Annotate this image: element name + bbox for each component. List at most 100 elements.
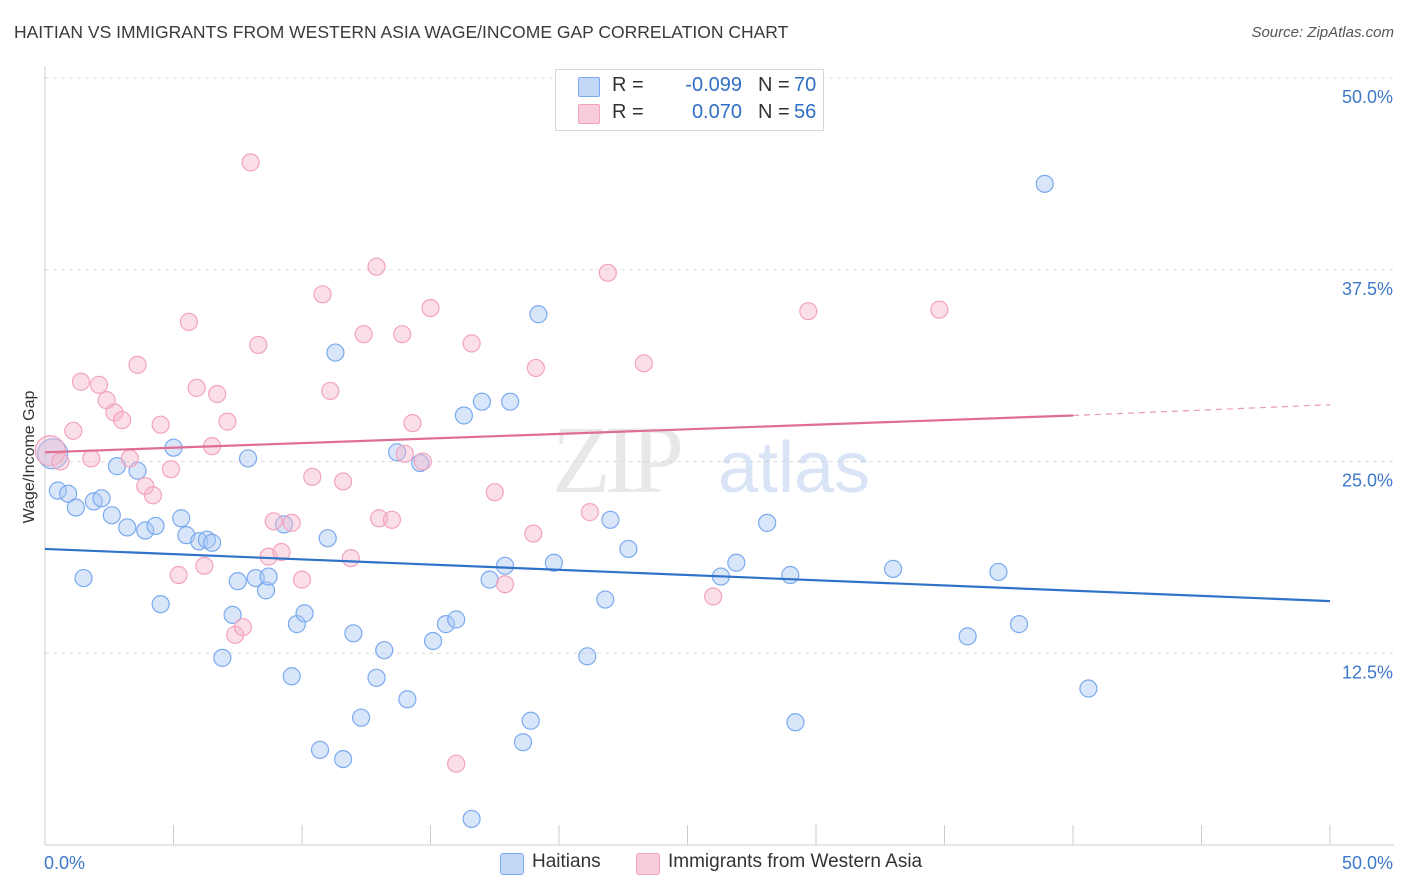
haitians-point — [48, 481, 67, 500]
haitians-point — [136, 521, 155, 540]
y-tick-label: 12.5% — [1342, 662, 1393, 682]
western-asia-point — [169, 565, 188, 585]
haitians-point — [326, 343, 345, 362]
haitians-point — [786, 713, 805, 732]
western-asia-point — [313, 285, 332, 304]
haitians-point — [398, 690, 417, 709]
western-asia-point — [282, 513, 301, 532]
western-asia-point — [195, 556, 214, 575]
haitians-point — [758, 513, 777, 532]
western-asia-point — [71, 372, 91, 391]
haitians-point — [172, 509, 191, 528]
r-label: R = — [612, 101, 644, 123]
haitians-point — [66, 498, 85, 517]
western-asia-legend-swatch — [636, 853, 660, 875]
haitians-point — [958, 627, 977, 646]
haitians-point — [447, 610, 466, 629]
western-asia-point — [292, 570, 312, 589]
western-asia-point — [82, 449, 101, 468]
haitians-point — [102, 506, 121, 525]
n-label: N = — [758, 101, 790, 123]
trend-lines — [44, 404, 1331, 603]
haitians-point — [375, 641, 394, 660]
western-asia-point — [799, 302, 818, 321]
haitians-point — [59, 484, 78, 503]
axes — [44, 66, 1394, 846]
watermark-atlas: atlas — [718, 428, 870, 508]
haitians-point — [282, 667, 301, 686]
western-asia-point — [303, 467, 322, 486]
western-asia-point — [334, 472, 353, 491]
western-asia-point — [495, 575, 515, 594]
western-asia-point — [120, 449, 139, 468]
haitians-point — [423, 631, 443, 651]
haitians-point — [318, 529, 337, 548]
haitians-point — [578, 647, 597, 666]
haitians-point — [480, 570, 499, 589]
chart-title: HAITIAN VS IMMIGRANTS FROM WESTERN ASIA … — [14, 22, 789, 42]
western-asia-point — [367, 257, 386, 276]
haitians-point — [151, 595, 170, 614]
western-asia-point — [930, 300, 949, 319]
x-tick-label: 50.0% — [1342, 853, 1393, 873]
western-asia-point — [354, 325, 373, 344]
watermark: ZIP atlas — [552, 406, 870, 513]
haitians-point — [259, 567, 278, 586]
haitians-point — [596, 590, 615, 609]
haitians-point — [495, 556, 515, 575]
haitians-point — [462, 809, 481, 829]
western-asia-point — [321, 381, 340, 401]
y-tick-label: 25.0% — [1342, 471, 1393, 491]
n-value: 70 — [794, 74, 817, 96]
x-tick-label: 0.0% — [44, 853, 85, 873]
tick-labels: 12.5% 25.0% 37.5% 50.0% 0.0% 50.0% — [44, 87, 1393, 873]
western-asia-point — [421, 299, 440, 318]
western-asia-point — [462, 334, 481, 353]
haitians-point — [387, 443, 407, 462]
western-asia-point — [580, 503, 599, 522]
haitians-point — [619, 539, 638, 559]
western-asia-point — [226, 625, 245, 644]
western-asia-point — [526, 358, 545, 378]
source-label: Source: ZipAtlas.com — [1251, 24, 1394, 41]
haitians-point — [727, 553, 746, 572]
western-asia-point — [51, 452, 70, 471]
haitians-point — [197, 530, 217, 549]
western-asia-points — [34, 153, 949, 773]
haitians-point — [118, 518, 137, 537]
western-asia-point — [143, 486, 163, 505]
western-asia-point — [524, 524, 543, 543]
haitians-point — [521, 711, 540, 730]
western-asia-point — [89, 375, 109, 394]
haitians-swatch — [578, 77, 600, 97]
western-asia-point — [341, 549, 360, 568]
n-value: 56 — [794, 101, 817, 123]
watermark-zip: ZIP — [552, 406, 681, 513]
western-asia-point — [179, 312, 199, 332]
haitians-point — [513, 733, 533, 752]
haitians-point — [256, 581, 276, 600]
y-tick-label: 50.0% — [1342, 87, 1393, 107]
western-asia-point — [413, 452, 432, 471]
western-asia-point — [218, 412, 237, 431]
correlation-legend: R = -0.099 N = 70 R = 0.070 N = 56 — [555, 69, 824, 131]
haitians-point — [436, 615, 456, 634]
n-label: N = — [758, 74, 790, 96]
haitians-point — [1009, 615, 1029, 634]
y-axis-label: Wage/Income Gap — [21, 391, 38, 524]
haitians-point — [472, 392, 491, 411]
haitians-point — [92, 489, 111, 508]
haitians-point — [295, 604, 314, 623]
r-value: -0.099 — [685, 74, 742, 96]
haitians-point — [367, 668, 386, 687]
western-asia-point — [187, 378, 206, 397]
western-asia-point — [161, 460, 181, 479]
haitians-point — [1035, 174, 1054, 193]
western-asia-point — [447, 754, 466, 773]
western-asia-point — [128, 355, 147, 374]
haitians-point — [601, 510, 620, 529]
haitians-point — [334, 749, 353, 769]
y-tick-label: 37.5% — [1342, 279, 1393, 299]
haitians-legend-label: Haitians — [532, 851, 601, 872]
